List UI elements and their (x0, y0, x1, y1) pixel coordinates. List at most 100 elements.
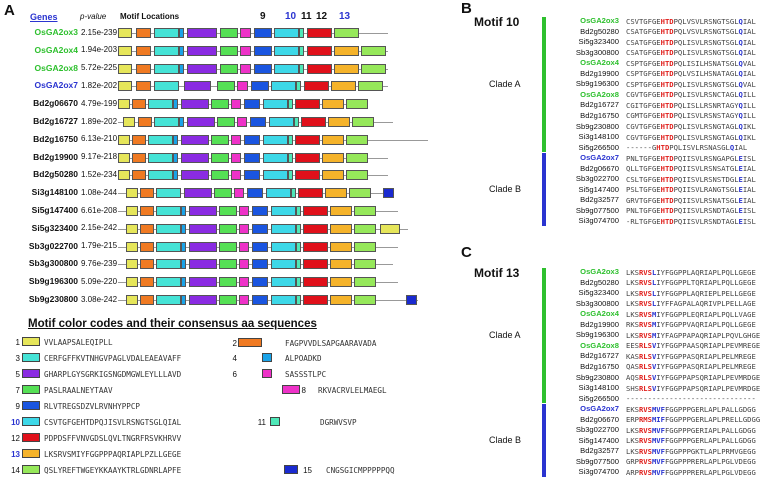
motif-6-box (231, 152, 241, 163)
species-name: Si5g266500 (578, 142, 619, 152)
motif-13-box (330, 206, 352, 216)
aligned-sequence: RKSRVSMIYFGGPPVAQRIAPLPQLLGEGE (626, 320, 756, 330)
motif-11-box (296, 277, 301, 288)
legend-sequence: FAGPVVDLSAPGAARAVADA (285, 339, 377, 348)
motif-1-box (118, 45, 132, 56)
motif-number-10: 10 (285, 11, 297, 22)
motif-3-box (156, 241, 181, 252)
clade-b-bar (542, 404, 546, 477)
legend-number: 3 (15, 354, 20, 363)
aligned-sequence: CGVTGFGEHTDPQLISVLRSNGTAGLQIKL (626, 132, 756, 142)
motif-6-box (239, 295, 249, 305)
motif-7-box (211, 99, 229, 110)
aligned-sequence: CGITGFGEHTDPQLISLLRSNRTAGYQILL (626, 100, 756, 110)
motif-7-box (217, 81, 235, 92)
motif-2-box (136, 28, 151, 38)
motif-4-box (173, 99, 178, 110)
motif-14-box (354, 277, 376, 288)
motif-9-box (252, 223, 268, 234)
motif-9-box (244, 170, 260, 181)
motif-9-box (250, 117, 266, 127)
motif-7-box (220, 28, 238, 38)
motif-6-box (231, 170, 241, 181)
motif-12-box (303, 259, 328, 270)
motif-10-box (271, 295, 296, 305)
motif-2-box (136, 81, 151, 92)
motif-2-box (132, 99, 146, 110)
motif-14-box (352, 117, 374, 127)
motif-10-box (263, 99, 288, 110)
legend-number: 10 (11, 418, 20, 427)
motif-5-box (187, 63, 217, 74)
motif-2-box (138, 117, 152, 127)
legend-box-7 (22, 385, 40, 394)
clade-a-bar (542, 268, 546, 404)
motif-13-box (330, 277, 352, 288)
motif-6-box (239, 223, 249, 234)
genes-header: Genes (30, 12, 58, 22)
species-name: OsGA2ox4 (580, 309, 619, 319)
aligned-sequence: ------GHTDPQLISVLRSNASGLQIAL (626, 143, 748, 153)
legend-number: 13 (11, 450, 20, 459)
gene-name: Bd2g16750 (33, 133, 78, 144)
motif-12-box (295, 170, 320, 181)
motif-10-box (271, 81, 296, 92)
motif-10-box (274, 63, 299, 74)
motif-4-box (181, 223, 186, 234)
motif-11-box (288, 170, 293, 181)
aligned-sequence: CSPTGFGEHTDPQLISVLRSNGTSGLQVAL (626, 79, 756, 89)
motif-3-box (154, 28, 179, 38)
motif-title: Motif 10 (474, 15, 520, 29)
legend-number: 11 (257, 418, 266, 427)
motif-11-box (299, 63, 304, 74)
motif-5-box (189, 277, 217, 288)
legend-box-4 (262, 353, 272, 362)
aligned-sequence: -RLTGFGEHTDPQIISVLRSNDTAGLEISL (626, 216, 756, 226)
motif-12-box (307, 63, 332, 74)
motif-3-box (148, 152, 173, 163)
aligned-sequence: EESRLSVIYFGGPPAASQRIAPLPEVMREGE (626, 341, 761, 351)
motif-4-box (181, 206, 186, 216)
legend-number: 4 (232, 354, 237, 363)
motif-6-box (237, 81, 248, 92)
motif-11-box (296, 241, 301, 252)
aligned-sequence: CGVTGFGEHTDPQLISVLRSNGTAGLQIKL (626, 122, 756, 131)
p-value: 1.94e-203 (81, 45, 118, 55)
motif-10-box (271, 241, 296, 252)
species-name: Si5g266500 (578, 393, 619, 403)
motif-10-box (271, 259, 296, 270)
motif-7-box (219, 277, 237, 288)
species-name: OsGA2ox4 (580, 58, 619, 68)
legend-box-5 (22, 369, 40, 378)
motif-number-11: 11 (301, 11, 312, 22)
species-name: Si5g323400 (578, 37, 619, 47)
motif-10-box (263, 170, 288, 181)
aligned-sequence: CSPTGFGEHTDPQLISILHSNATSGLQVAL (626, 58, 756, 68)
motif-6-box (240, 28, 251, 38)
aligned-sequence: LKSRVSLIYFGGPPLAQRIAPLPQLLGEGE (626, 267, 756, 277)
aligned-sequence: PNLTGFGEHTDPQIISVLRSNDTAGLEISL (626, 206, 756, 216)
gene-name: Si5g147400 (31, 205, 78, 215)
legend-number: 6 (232, 370, 237, 379)
motif-9-box (254, 28, 272, 38)
motif-2-box (140, 188, 154, 199)
motif-14-box (354, 241, 376, 252)
motif-10-box (263, 152, 288, 163)
legend-sequence: RLVTREGSDZVLRVNHYPPCP (44, 402, 141, 411)
species-name: Sb9g196300 (575, 330, 619, 340)
motif-11-box (296, 206, 301, 216)
motif-11-box (288, 152, 293, 163)
species-name: Bd2g06670 (580, 414, 619, 424)
gene-name: Sb9g196300 (28, 276, 78, 287)
legend-number: 7 (15, 386, 20, 395)
motif-9-box (252, 259, 268, 270)
motif-12-box (295, 152, 320, 163)
species-name: Si3g074700 (578, 467, 619, 477)
motif-9-box (252, 206, 268, 216)
species-name: Si5g147400 (578, 184, 619, 194)
motif-3-box (156, 295, 181, 305)
p-value: 2.15e-239 (81, 27, 118, 37)
sequence-line (118, 33, 388, 34)
motif-13-box (334, 45, 359, 56)
motif-6-box (239, 206, 249, 216)
